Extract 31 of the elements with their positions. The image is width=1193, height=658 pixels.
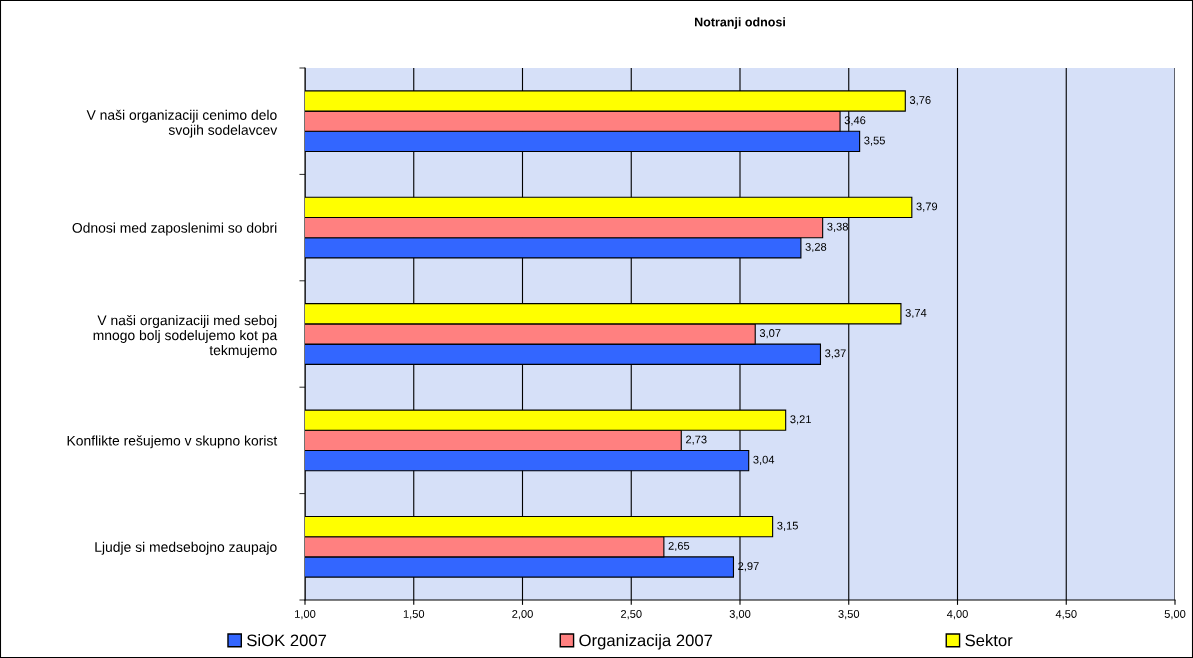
x-tick-label: 1,00 — [295, 610, 316, 620]
data-label: 3,28 — [805, 242, 827, 253]
y-tick-label: V naši organizaciji cenimo delo svojih sodelavcev — [86, 109, 278, 138]
y-tick-label: Konflikte rešujemo v skupno korist — [67, 435, 278, 449]
data-label: 2,65 — [668, 541, 690, 552]
x-tick-label: 5,00 — [1164, 610, 1186, 620]
data-label: 3,55 — [864, 136, 885, 146]
data-label: 3,21 — [790, 415, 811, 425]
legend-label: Sektor — [965, 634, 1013, 647]
x-tick-label: 3,50 — [838, 610, 860, 620]
x-tick-label: 4,00 — [946, 610, 968, 620]
data-label: 3,07 — [759, 329, 781, 339]
x-tick-label: 2,50 — [621, 610, 642, 620]
legend-label: Organizacija 2007 — [579, 634, 713, 650]
data-label: 3,79 — [916, 202, 938, 212]
data-label: 3,04 — [753, 455, 775, 465]
x-tick-label: 1,50 — [403, 610, 425, 620]
data-label: 3,74 — [905, 308, 927, 319]
x-tick-label: 2,00 — [512, 610, 533, 620]
y-tick-label: V naši organizaciji med seboj mnogo bolj sodelujemo kot pa tekmujemo — [93, 314, 278, 358]
data-label: 3,37 — [825, 349, 846, 359]
x-tick-label: 4,50 — [1055, 610, 1077, 620]
legend-label: SiOK 2007 — [247, 634, 327, 647]
y-tick-label: Ljudje si medsebojno zaupajo — [95, 541, 277, 555]
data-label: 3,15 — [777, 521, 798, 531]
chart-title: Notranji odnosi — [695, 17, 785, 29]
data-label: 3,76 — [909, 96, 931, 106]
y-tick-label: Odnosi med zaposlenimi so dobri — [72, 222, 277, 236]
x-tick-label: 3,00 — [729, 610, 751, 620]
data-label: 3,38 — [827, 222, 848, 232]
data-label: 2,73 — [686, 435, 707, 445]
